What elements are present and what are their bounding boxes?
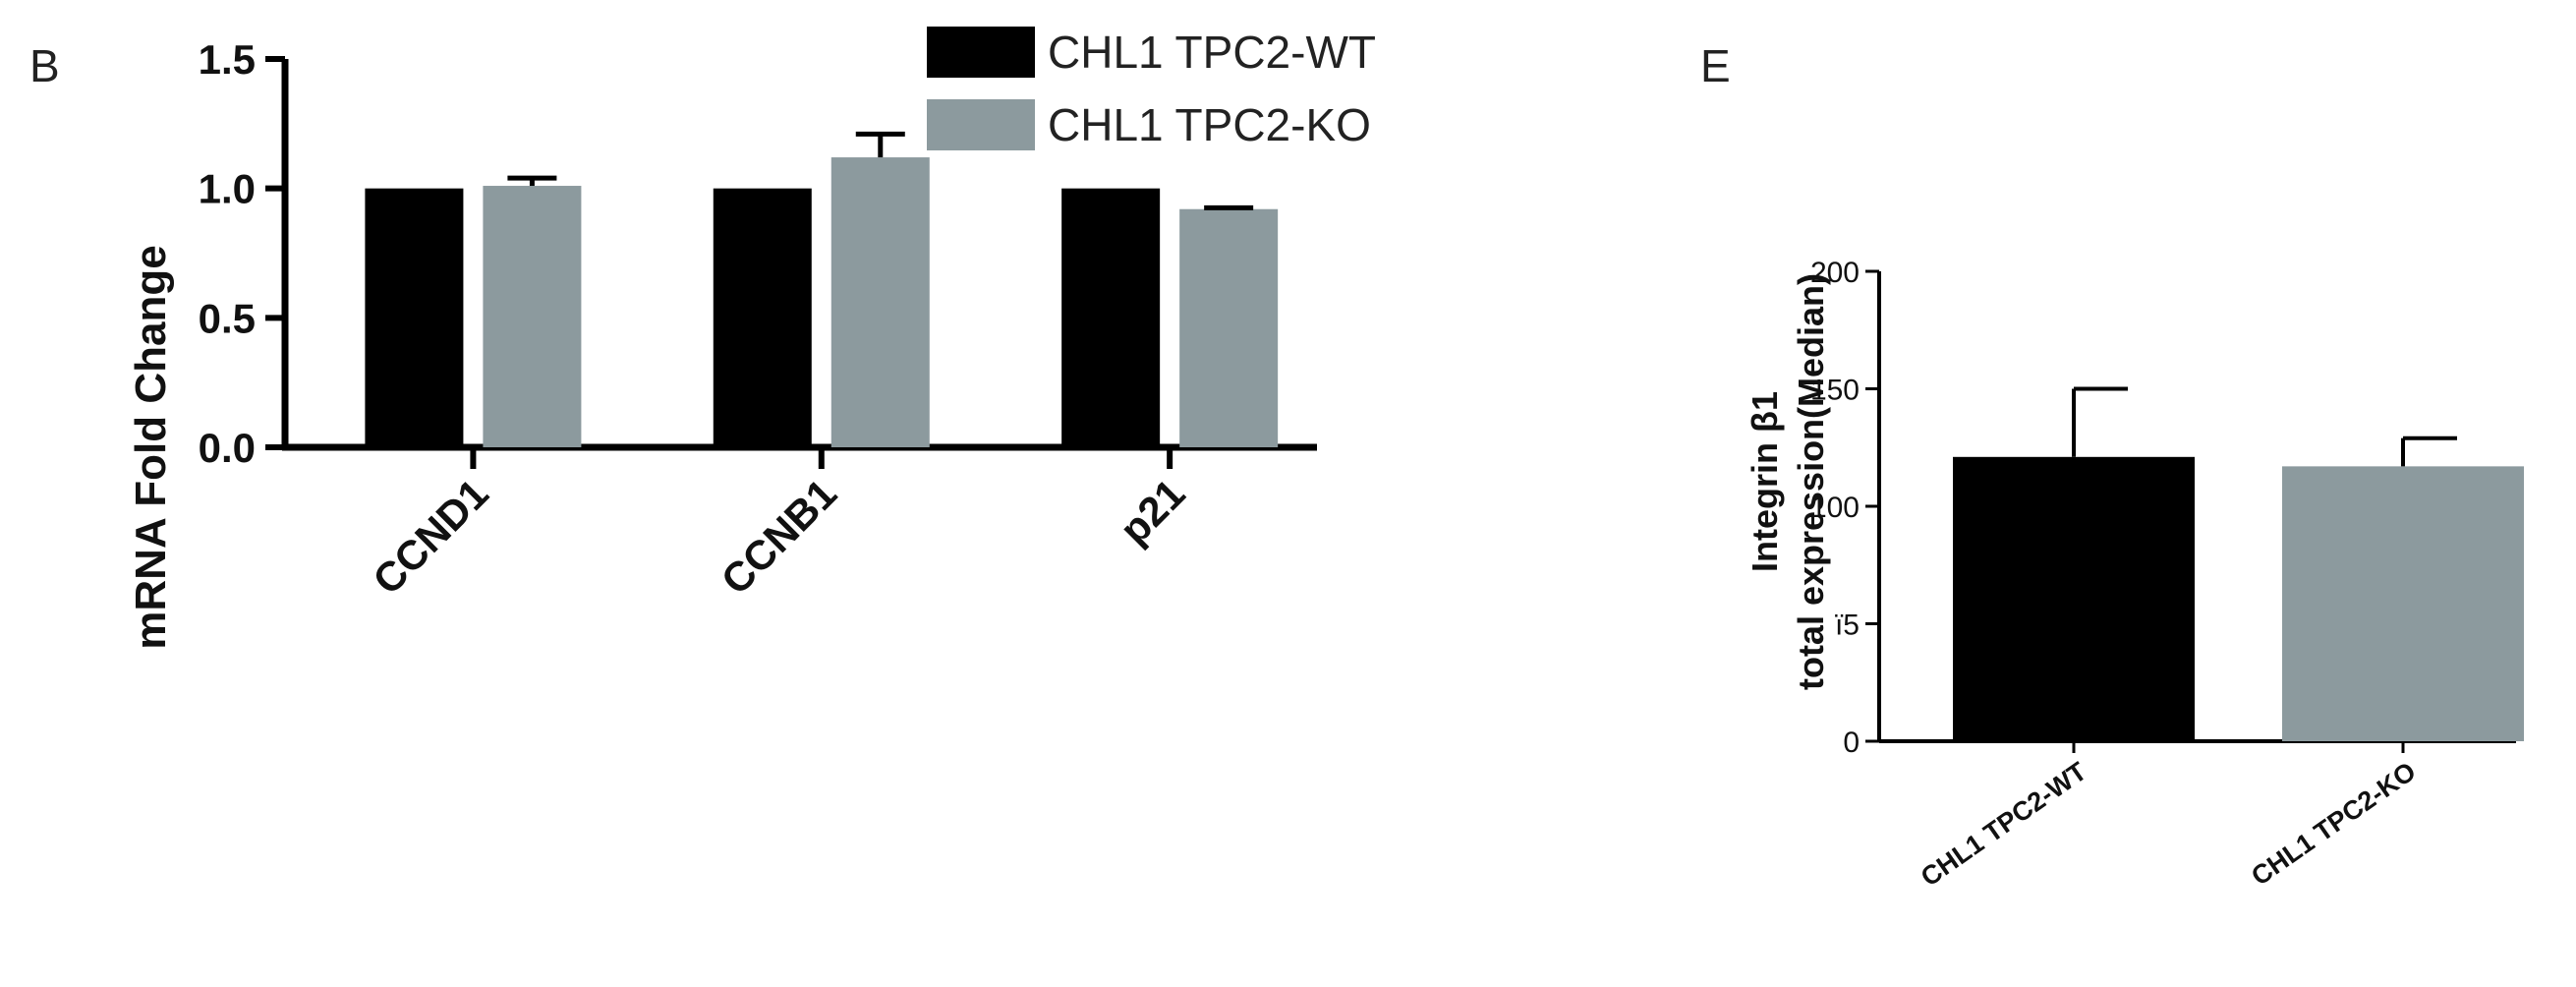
x-tick-label: p21 — [1111, 470, 1193, 552]
y-tick-label: 0.0 — [199, 425, 256, 471]
y-tick-label: 100 — [1810, 492, 1860, 524]
bar — [1953, 456, 2195, 741]
y-tick-label: 0 — [1843, 726, 1860, 759]
chart-b-ylabel: mRNA Fold Change — [127, 245, 175, 649]
y-tick-label: 1.0 — [199, 166, 256, 212]
x-tick-label: CHL1 TPC2-KO — [2246, 756, 2421, 891]
chart-e: E Integrin β1 total expression(Median) 0… — [1700, 40, 2524, 892]
bar — [1179, 208, 1279, 447]
x-tick-label: CCND1 — [364, 470, 497, 604]
y-tick-label: 1.5 — [199, 36, 256, 83]
chart-e-ylabel-line2: total expression(Median) — [1791, 273, 1831, 690]
bar — [483, 186, 582, 448]
bar — [713, 188, 812, 447]
chart-e-marks — [1953, 386, 2524, 741]
legend-label-ko: CHL1 TPC2-KO — [1048, 99, 1371, 150]
y-tick-label: 200 — [1810, 257, 1860, 289]
y-tick-label: 150 — [1810, 375, 1860, 407]
panel-label-b: B — [29, 40, 60, 91]
y-tick-label: 0.5 — [199, 295, 256, 341]
bar — [2282, 466, 2524, 741]
x-tick-label: CCNB1 — [713, 470, 846, 604]
legend-label-wt: CHL1 TPC2-WT — [1048, 27, 1376, 78]
chart-e-ylabel-line1: Integrin β1 — [1745, 391, 1785, 572]
y-tick-label: ï5 — [1835, 610, 1860, 642]
chart-b-marks — [365, 131, 1279, 448]
panel-label-e: E — [1700, 40, 1731, 91]
bar — [1061, 188, 1161, 447]
bar — [365, 188, 464, 447]
x-tick-label: CHL1 TPC2-WT — [1916, 756, 2092, 892]
legend: CHL1 TPC2-WT CHL1 TPC2-KO — [927, 27, 1376, 150]
legend-swatch-wt — [927, 27, 1035, 78]
legend-swatch-ko — [927, 99, 1035, 150]
bar — [830, 157, 930, 448]
